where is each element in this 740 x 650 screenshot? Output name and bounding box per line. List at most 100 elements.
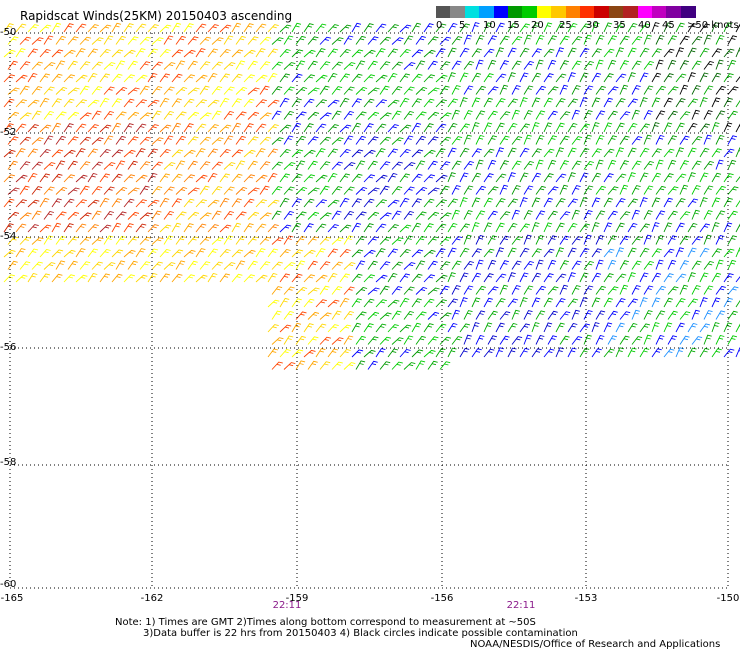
wind-barb (663, 248, 675, 258)
wind-barb (543, 322, 553, 333)
wind-barb (483, 148, 495, 158)
wind-barb (223, 86, 235, 95)
wind-barb (495, 347, 505, 358)
wind-barb (331, 210, 342, 220)
wind-barb (475, 310, 486, 320)
wind-barb (327, 172, 338, 183)
wind-barb (271, 86, 283, 95)
wind-barb (711, 222, 720, 233)
wind-barb (171, 249, 184, 258)
wind-barb (595, 110, 606, 120)
wind-barb (115, 35, 126, 45)
wind-barb (235, 187, 248, 195)
wind-barb (699, 23, 711, 33)
wind-barb (339, 24, 352, 33)
wind-barb (319, 285, 330, 295)
wind-barb (279, 248, 291, 258)
wind-barb (711, 348, 722, 358)
wind-barb (607, 310, 618, 320)
wind-barb (99, 273, 111, 283)
scale-label: 10 (483, 20, 496, 31)
wind-barb (471, 348, 482, 358)
wind-barb (147, 99, 160, 108)
wind-barb (327, 199, 340, 208)
wind-barb (355, 87, 368, 95)
wind-barb (123, 174, 136, 183)
wind-barb (547, 135, 558, 145)
wind-barb (511, 236, 523, 245)
wind-barb (435, 223, 447, 233)
wind-barb (187, 260, 198, 270)
wind-barb (447, 247, 457, 258)
lon-label-153: -153 (574, 593, 598, 604)
wind-barb (631, 285, 641, 295)
wind-barb (291, 49, 304, 58)
wind-barb (567, 122, 578, 133)
wind-barb (75, 274, 88, 283)
wind-barb (103, 186, 115, 195)
wind-barb (379, 61, 391, 70)
wind-barb (511, 160, 522, 170)
wind-barb (439, 85, 450, 95)
wind-barb (235, 211, 247, 220)
wind-barb (495, 173, 507, 183)
wind-barb (391, 337, 404, 345)
wind-barb (651, 148, 662, 158)
wind-barb (31, 61, 43, 70)
wind-barb (583, 185, 594, 195)
wind-barb (103, 162, 116, 170)
wind-barb (163, 110, 175, 120)
wind-barb (99, 224, 112, 233)
wind-barb (643, 210, 653, 220)
wind-barb (427, 111, 440, 120)
wind-barb (307, 260, 318, 270)
wind-barb (159, 197, 170, 208)
wind-barb (199, 212, 212, 220)
wind-barb (159, 224, 172, 233)
wind-barb (583, 260, 595, 270)
wind-barb (499, 260, 509, 270)
wind-barb (535, 59, 544, 70)
wind-barb (339, 224, 352, 233)
note-line-2: 3)Data buffer is 22 hrs from 20150403 4)… (143, 628, 578, 639)
wind-barb (127, 160, 138, 170)
wind-barb (571, 285, 581, 295)
wind-barb (367, 187, 380, 195)
wind-barb (547, 335, 558, 345)
wind-barb (699, 47, 710, 58)
wind-barb (247, 111, 260, 120)
wind-barb (223, 35, 234, 45)
wind-barb (735, 347, 740, 358)
wind-barb (87, 124, 99, 133)
wind-barb (135, 174, 148, 183)
wind-barb (579, 347, 590, 358)
wind-barb (103, 135, 114, 145)
wind-barb (343, 162, 356, 170)
wind-barb (187, 236, 199, 245)
wind-barb (663, 197, 673, 208)
wind-barb (583, 210, 593, 220)
lon-label-159: -159 (285, 593, 309, 604)
wind-barb (183, 149, 196, 158)
wind-barb (547, 286, 559, 295)
wind-barb (19, 85, 30, 95)
wind-barb (703, 285, 714, 295)
wind-barb (319, 136, 332, 145)
wind-barb (463, 185, 474, 195)
wind-barb (507, 72, 516, 83)
wind-barb (91, 210, 102, 220)
wind-barb (31, 210, 42, 220)
wind-barb (631, 85, 641, 95)
wind-barb (663, 148, 675, 158)
wind-barb (651, 222, 660, 233)
wind-barb (27, 24, 39, 33)
wind-barb (195, 223, 207, 233)
wind-barb (91, 161, 103, 170)
wind-barb (547, 110, 558, 120)
wind-barb (391, 261, 403, 270)
wind-barb (319, 112, 332, 120)
wind-barb (75, 99, 87, 108)
wind-barb (567, 222, 578, 233)
wind-barb (331, 37, 344, 45)
